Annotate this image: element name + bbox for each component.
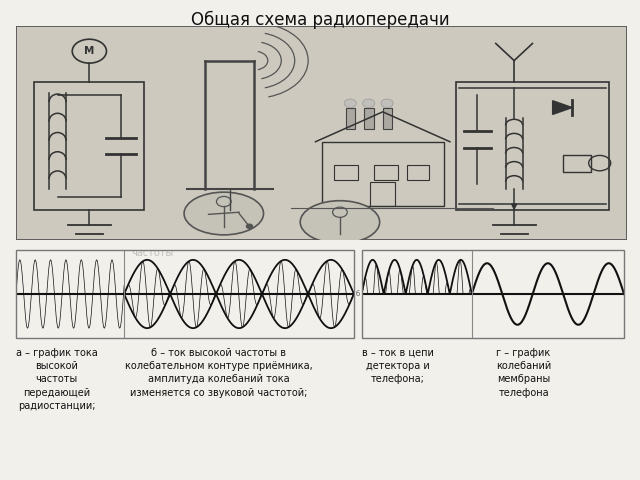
Bar	[334, 165, 358, 180]
Text: б – ток высокой частоты в
колебательном контуре приёмника,
амплитуда колебаний т: б – ток высокой частоты в колебательном …	[125, 348, 312, 397]
Text: а – график тока
высокой
частоты
передающей
радиостанции;: а – график тока высокой частоты передающ…	[16, 348, 98, 411]
Ellipse shape	[184, 192, 264, 235]
Bar	[407, 165, 429, 180]
Bar	[322, 142, 444, 206]
Bar	[374, 165, 398, 180]
Bar	[364, 108, 374, 129]
Bar	[16, 250, 354, 338]
Circle shape	[246, 224, 253, 228]
Circle shape	[381, 99, 393, 108]
Bar	[383, 108, 392, 129]
Text: Общая схема радиопередачи: Общая схема радиопередачи	[191, 11, 449, 29]
Text: г – график
колебаний
мембраны
телефона: г – график колебаний мембраны телефона	[496, 348, 551, 397]
Text: в – ток в цепи
детектора и
телефона;: в – ток в цепи детектора и телефона;	[362, 348, 433, 384]
Text: б: б	[356, 291, 360, 297]
Bar	[346, 108, 355, 129]
Bar	[456, 82, 609, 210]
Polygon shape	[552, 101, 572, 114]
Bar	[563, 155, 591, 172]
Bar	[362, 250, 624, 338]
Bar	[35, 82, 145, 210]
Circle shape	[362, 99, 375, 108]
Circle shape	[344, 99, 356, 108]
Text: M: M	[84, 46, 95, 56]
Text: частоты: частоты	[131, 248, 173, 258]
Ellipse shape	[300, 201, 380, 243]
Bar	[371, 182, 395, 206]
